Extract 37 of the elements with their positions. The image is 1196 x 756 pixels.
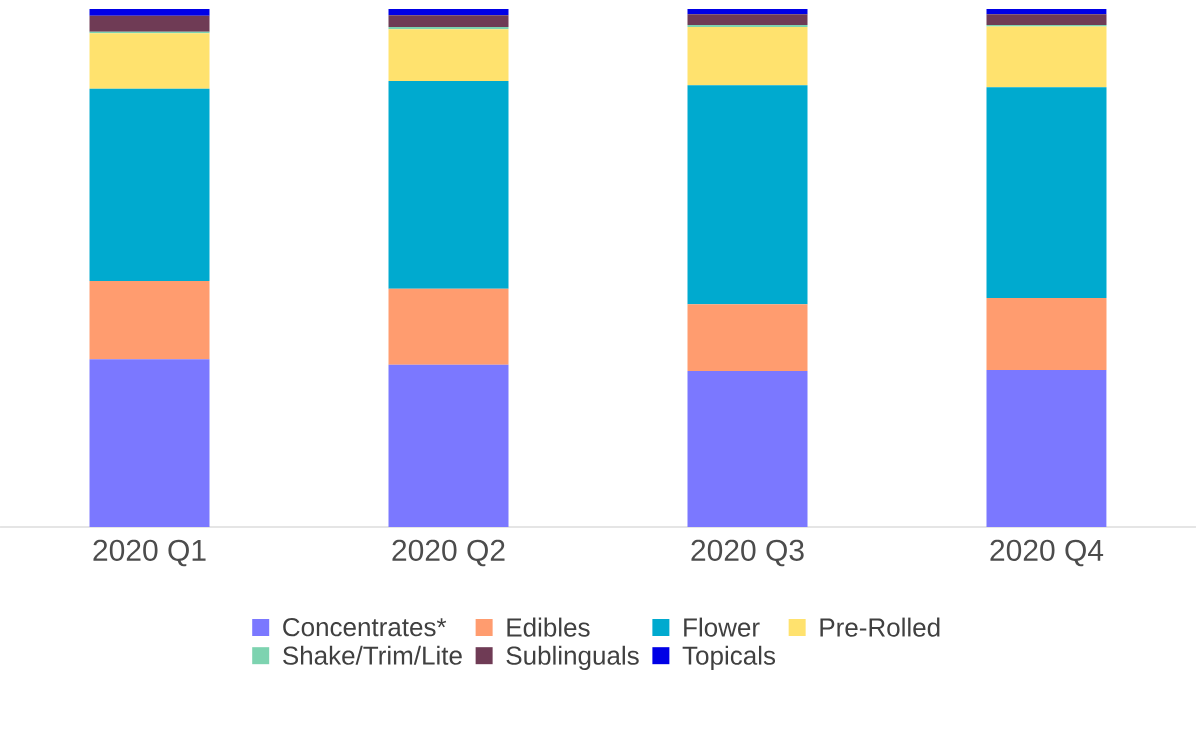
bar [687,371,808,527]
bar [388,80,509,289]
bar [986,8,1107,15]
bar [89,88,210,281]
bar [89,15,210,32]
legend-label: Edibles [507,617,590,637]
bar [687,85,808,305]
x-tick-label: 2020 Q1 [93,539,206,567]
legend-label: Shake/Trim/Lite [283,645,462,665]
bar [388,8,509,16]
x-tick-label: 2020 Q2 [392,539,505,567]
bar [388,364,509,527]
bar [687,304,808,372]
bar [388,27,509,30]
bar [89,359,210,527]
legend-label: Flower [684,617,760,637]
bar [986,298,1107,371]
legend-label: Sublinguals [506,645,639,670]
bar [687,8,808,15]
bar [986,370,1107,527]
bar [388,15,509,28]
bar [388,288,509,365]
bar [687,25,808,28]
legend-label: Concentrates* [283,617,447,637]
bar [687,27,808,86]
legend-label: Pre-Rolled [820,617,940,637]
bar [89,8,210,16]
bar [388,29,509,81]
bar [986,26,1107,88]
bar [986,87,1107,299]
bar [89,33,210,89]
x-tick-label: 2020 Q3 [691,539,804,567]
bar [89,280,210,360]
bar [986,14,1107,26]
x-tick-label: 2020 Q4 [990,539,1104,567]
legend-label: Topicals [682,645,776,670]
bar [687,14,808,26]
